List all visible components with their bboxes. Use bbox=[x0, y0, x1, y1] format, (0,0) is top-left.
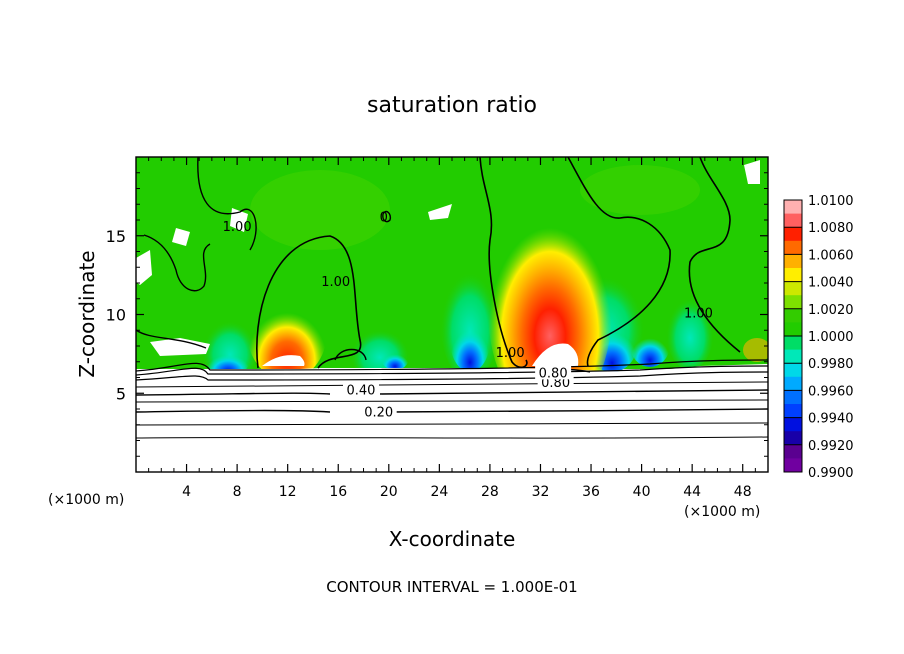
colorbar-swatch bbox=[784, 240, 802, 255]
colorbar-label: 0.9940 bbox=[808, 412, 854, 427]
y-axis-ticks: 5 10 15 bbox=[106, 172, 768, 457]
chart-title: saturation ratio bbox=[367, 93, 537, 118]
x-tick-label: 4 bbox=[182, 484, 191, 500]
colorbar-swatch bbox=[784, 390, 802, 405]
contour-label-bg bbox=[342, 382, 379, 397]
contour-label-bg bbox=[360, 404, 397, 419]
x-tick-label: 12 bbox=[279, 484, 297, 500]
y-tick-label: 15 bbox=[106, 227, 126, 246]
colorbar-swatch bbox=[784, 444, 802, 459]
x-axis-ticks: 4 8 12 16 20 24 28 32 36 40 44 48 bbox=[148, 157, 756, 500]
colorbar-label: 0.9980 bbox=[808, 357, 854, 372]
colorbar-swatch bbox=[784, 458, 802, 473]
colorbar: 1.0100 1.0080 1.0060 1.0040 1.0020 1.0000 0.99… bbox=[783, 194, 854, 481]
contour-label: 1.00 bbox=[321, 275, 350, 290]
contour-interval-footer: CONTOUR INTERVAL = 1.000E-01 bbox=[326, 578, 577, 596]
colorbar-label: 1.0080 bbox=[808, 221, 854, 236]
colorbar-label: 0.9960 bbox=[808, 384, 854, 399]
colorbar-swatch bbox=[784, 404, 802, 419]
colorbar-swatch bbox=[784, 363, 802, 378]
colorbar-swatch bbox=[784, 254, 802, 269]
contour-labels: 0.20 0.40 0.800.80 1.00 1.00 1.00 1.00 0 bbox=[223, 210, 713, 421]
colorbar-label: 1.0020 bbox=[808, 303, 854, 318]
colorbar-swatch bbox=[784, 308, 802, 323]
colorbar-label: 0.9900 bbox=[808, 466, 854, 481]
x-tick-label: 40 bbox=[633, 484, 651, 500]
colorbar-swatch bbox=[784, 268, 802, 283]
heatmap-field bbox=[136, 157, 768, 472]
contour-label: 0.80 bbox=[539, 366, 568, 381]
x-tick-label: 24 bbox=[430, 484, 448, 500]
y-axis-label: Z-coordinate bbox=[75, 250, 99, 377]
x-tick-label: 44 bbox=[683, 484, 701, 500]
x-tick-label: 8 bbox=[233, 484, 242, 500]
colorbar-label: 0.9920 bbox=[808, 439, 854, 454]
colorbar-swatch bbox=[784, 227, 802, 242]
contour-label: 0.40 bbox=[347, 384, 376, 399]
x-tick-label: 36 bbox=[582, 484, 600, 500]
x-units-right: (×1000 m) bbox=[684, 504, 760, 520]
contour-lines bbox=[136, 157, 768, 439]
contour-label: 0.20 bbox=[364, 406, 393, 421]
colorbar-label: 1.0060 bbox=[808, 248, 854, 263]
x-tick-label: 28 bbox=[481, 484, 499, 500]
x-tick-label: 48 bbox=[734, 484, 752, 500]
colorbar-swatch bbox=[784, 349, 802, 364]
contour-label: 0 bbox=[380, 210, 388, 225]
colorbar-swatch bbox=[784, 322, 802, 337]
colorbar-swatch bbox=[784, 431, 802, 446]
x-units-left: (×1000 m) bbox=[48, 492, 124, 508]
colorbar-swatch bbox=[784, 376, 802, 391]
contour-label: 1.00 bbox=[223, 220, 252, 235]
colorbar-swatch bbox=[784, 336, 802, 351]
colorbar-label: 1.0100 bbox=[808, 194, 854, 209]
x-tick-label: 20 bbox=[380, 484, 398, 500]
x-tick-label: 32 bbox=[532, 484, 550, 500]
colorbar-swatch bbox=[784, 417, 802, 432]
colorbar-label: 1.0000 bbox=[808, 330, 854, 345]
colorbar-swatch bbox=[784, 281, 802, 296]
colorbar-swatch bbox=[784, 213, 802, 228]
y-tick-label: 5 bbox=[116, 384, 126, 403]
x-tick-label: 16 bbox=[329, 484, 347, 500]
contour-label: 1.00 bbox=[684, 307, 713, 322]
contour-label: 0.80 bbox=[541, 376, 570, 391]
y-tick-label: 10 bbox=[106, 306, 126, 325]
colorbar-swatch bbox=[784, 200, 802, 215]
colorbar-swatch bbox=[784, 295, 802, 310]
x-axis-label: X-coordinate bbox=[389, 527, 516, 551]
colorbar-label: 1.0040 bbox=[808, 276, 854, 291]
contour-label: 1.00 bbox=[496, 346, 525, 361]
contour-label-bg bbox=[535, 365, 572, 380]
